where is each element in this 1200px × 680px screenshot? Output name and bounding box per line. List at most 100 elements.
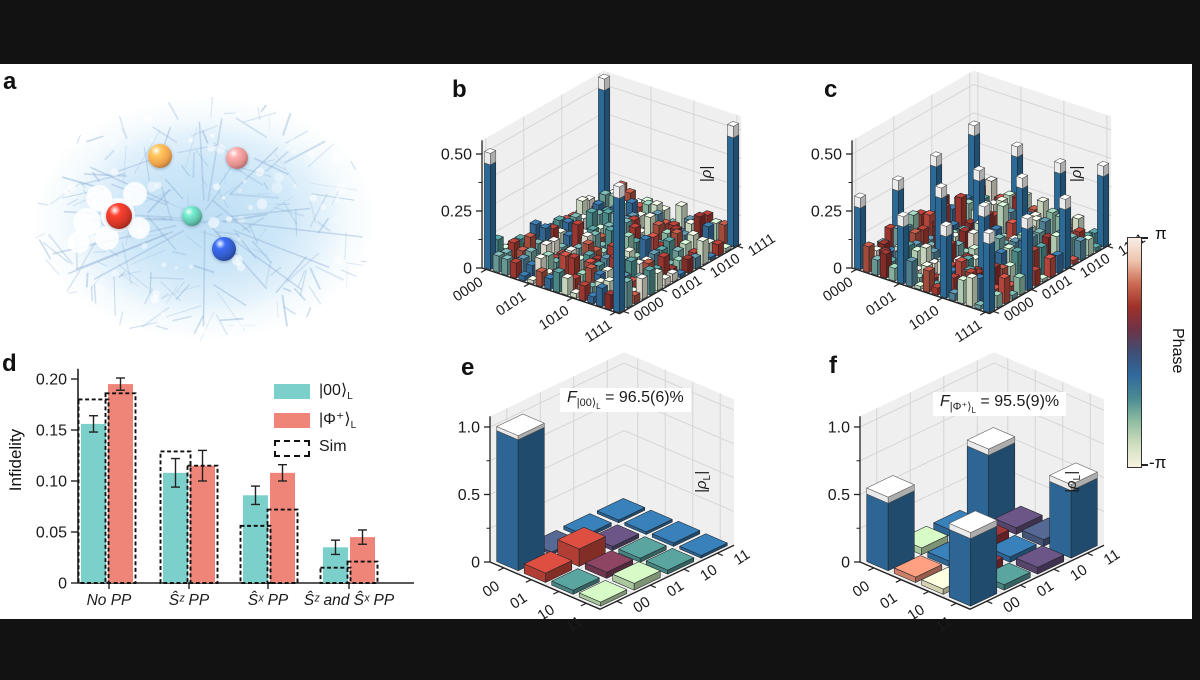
y-tick-label: 01 [1034, 577, 1057, 600]
panel-letter-c: c [824, 76, 838, 103]
panel-b-chart: 0 0.25 0.50 0000 0000 0101 0101 1010 1010 1111 111… [430, 70, 780, 364]
bars [866, 427, 1098, 607]
legend-swatch-sim-dashed [274, 439, 310, 457]
x-tick-label: 01 [507, 589, 530, 612]
legend-item-sim: Sim [274, 438, 356, 458]
svg-text:0.50: 0.50 [811, 147, 842, 164]
y-tick-label: 10 [697, 561, 720, 584]
legend-swatch-teal [274, 383, 310, 399]
d-bar-|00⟩L-2 [243, 495, 268, 583]
svg-text:0.05: 0.05 [36, 525, 67, 542]
y-tick-label: 1111 [745, 231, 778, 260]
d-sim-outline [266, 508, 299, 584]
panel-letter-b: b [452, 76, 467, 103]
bars [496, 413, 728, 607]
legend-label: |Φ⁺⟩L [319, 411, 357, 432]
z-axis-label-b: |ρ| [698, 165, 716, 183]
chart-svg-c: 00.250.500000000001010101101010101111111… [811, 70, 1148, 346]
x-tick-label: 11 [563, 613, 585, 636]
colorbar-top-tick [1141, 237, 1148, 239]
x-tick-label: 1010 [906, 303, 942, 334]
z-axis-label-f: |ρL| [1062, 471, 1083, 493]
y-tick-label: 00 [630, 593, 653, 616]
chart-svg-d: 0 0.05 0.10 0.15 0.20 No PP Ŝᶻ PP Ŝˣ PP Ŝᶻ and Ŝ… [36, 368, 414, 609]
y-tick-label: 11 [731, 546, 753, 569]
d-sim-outline [104, 392, 137, 584]
x-tick-label: 1010 [536, 303, 572, 334]
d-bar-|Φ⁺⟩L-1 [190, 465, 215, 583]
colorbar-pi-label: π [1155, 224, 1167, 243]
colorbar-bottom-tick [1141, 464, 1148, 466]
y-axis-label-infidelity: Infidelity [6, 428, 25, 492]
y-tick-label: 01 [664, 577, 687, 600]
legend-item-phiL: |Φ⁺⟩L [274, 409, 356, 431]
panel-c-chart: 00.250.500000000001010101101010101111111… [800, 70, 1150, 364]
legend-label: |00⟩L [319, 382, 353, 403]
panel-f-chart: 0 0.5 1.0 00 00 01 01 10 10 11 11 F|Φ⁺⟩L = 95.5(9)… [800, 352, 1150, 636]
svg-text:0.50: 0.50 [441, 147, 472, 164]
d-category-label: Ŝˣ PP [248, 591, 289, 609]
svg-text:0: 0 [58, 576, 67, 593]
x-tick-label: 0000 [450, 274, 486, 305]
x-tick-label: 1111 [582, 317, 615, 346]
qubit-sphere-orange [148, 144, 172, 168]
svg-text:0: 0 [841, 555, 850, 572]
panel-letter-d: d [2, 350, 17, 377]
x-tick-label: 10 [535, 601, 558, 624]
fidelity-annotation-f: F|Φ⁺⟩L = 95.5(9)% [933, 392, 1067, 417]
panel-a-lattice-render [15, 82, 405, 350]
panel-letter-f: f [829, 352, 837, 379]
d-bar-|Φ⁺⟩L-0 [108, 384, 133, 583]
chart-svg-b: 00.250.500000000001010101101010101111111… [441, 70, 778, 346]
svg-text:0.15: 0.15 [36, 423, 67, 440]
x-tick-label: 00 [850, 578, 873, 601]
svg-text:0.5: 0.5 [828, 487, 850, 504]
svg-text:1.0: 1.0 [828, 420, 850, 437]
svg-text:0: 0 [463, 261, 472, 278]
lattice-web-art [33, 97, 377, 341]
d-sim-outline [319, 566, 352, 584]
svg-text:0.10: 0.10 [36, 474, 67, 491]
bars [854, 120, 1110, 313]
d-sim-outline [346, 560, 379, 584]
panel-e-chart: 0 0.5 1.0 00 00 01 01 10 10 11 11 F|00⟩L = 96.5(6)… [430, 352, 780, 636]
legend: |00⟩L |Φ⁺⟩L Sim [274, 380, 356, 459]
x-tick-label: 0101 [493, 289, 529, 320]
d-bar-|Φ⁺⟩L-2 [270, 472, 295, 583]
panel-letter-e: e [461, 354, 475, 381]
y-tick-label: 00 [1000, 593, 1023, 616]
x-tick-label: 00 [480, 578, 503, 601]
legend-item-00L: |00⟩L [274, 380, 356, 402]
y-tick-label: 10 [1067, 561, 1090, 584]
x-tick-label: 10 [905, 601, 928, 624]
d-sim-outline [186, 464, 219, 584]
d-sim-outline [159, 450, 192, 584]
d-sim-outline [77, 398, 110, 584]
colorbar-title: Phase [1169, 328, 1186, 374]
x-tick-label: 0000 [820, 274, 856, 305]
qubit-sphere-blue [212, 237, 236, 261]
d-plot: 0 0.05 0.10 0.15 0.20 No PP Ŝᶻ PP Ŝˣ PP Ŝᶻ and Ŝ… [36, 368, 414, 609]
x-tick-label: 01 [877, 589, 900, 612]
phase-colorbar [1127, 237, 1142, 468]
z-axis-label-e: |ρL| [692, 471, 713, 493]
bars [484, 73, 740, 313]
panel-letter-a: a [3, 68, 17, 95]
svg-text:0.5: 0.5 [458, 487, 480, 504]
qubit-sphere-red [106, 203, 132, 229]
fidelity-annotation-e: F|00⟩L = 96.5(6)% [560, 388, 691, 413]
qubit-sphere-pink [226, 147, 248, 169]
x-tick-label: 11 [933, 613, 955, 636]
d-category-label: No PP [87, 592, 132, 609]
svg-text:0: 0 [833, 261, 842, 278]
d-bar-|00⟩L-1 [163, 472, 188, 583]
svg-text:0.20: 0.20 [36, 372, 67, 389]
svg-text:0.25: 0.25 [441, 204, 472, 221]
svg-text:1.0: 1.0 [458, 420, 480, 437]
colorbar-negpi-label: -π [1149, 453, 1167, 472]
panel-d-chart: 0 0.05 0.10 0.15 0.20 No PP Ŝᶻ PP Ŝˣ PP Ŝᶻ and Ŝ… [8, 356, 430, 618]
d-category-label: Ŝᶻ PP [169, 591, 210, 609]
